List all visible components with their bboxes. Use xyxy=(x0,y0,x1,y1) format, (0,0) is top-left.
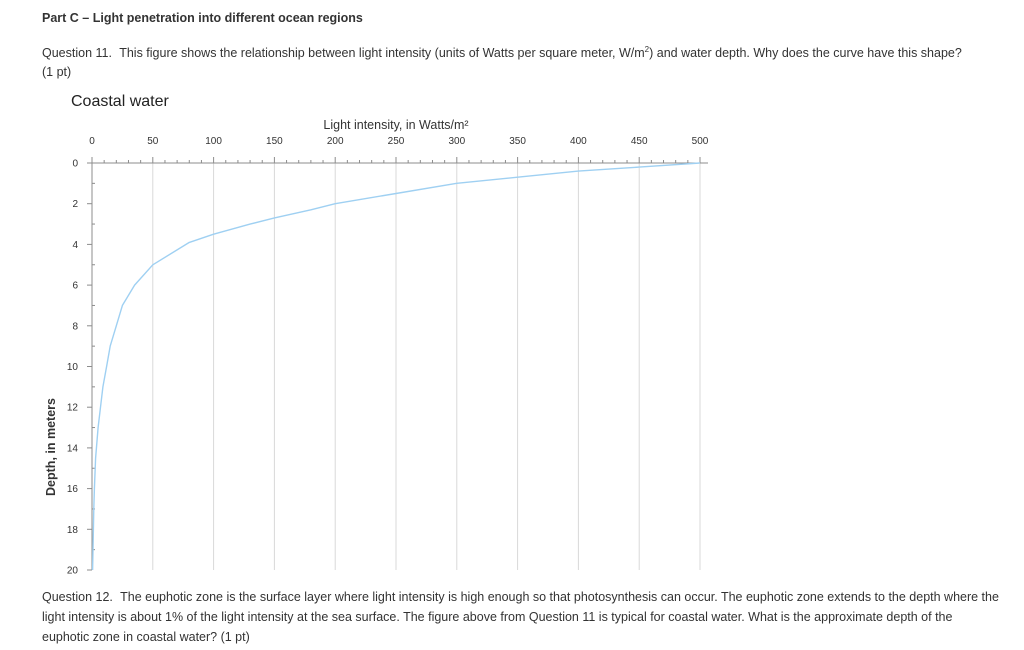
y-tick-label-4: 4 xyxy=(72,240,78,251)
y-tick-label-12: 12 xyxy=(67,403,79,414)
tick-label-layer: 0 50 100 150 200 250 300 350 400 450 500 0 2 4 6 8 10 12 1… xyxy=(67,136,709,577)
question-11: Question 11. This figure shows the relat… xyxy=(42,40,1012,82)
x-tick-label-250: 250 xyxy=(388,136,405,147)
x-tick-label-200: 200 xyxy=(327,136,344,147)
y-axis-title: Depth, in meters xyxy=(44,398,58,496)
y-tick-label-2: 2 xyxy=(72,199,78,210)
grid-layer xyxy=(152,163,701,570)
question-12: Question 12. The euphotic zone is the su… xyxy=(42,587,1002,647)
y-tick-label-8: 8 xyxy=(72,321,78,332)
x-tick-label-0: 0 xyxy=(89,136,95,147)
x-tick-label-450: 450 xyxy=(631,136,648,147)
x-tick-label-350: 350 xyxy=(509,136,526,147)
question-11-number: Question 11. xyxy=(42,46,112,61)
y-tick-label-14: 14 xyxy=(67,443,79,454)
y-tick-label-20: 20 xyxy=(67,566,79,577)
x-axis-title: Light intensity, in Watts/m² xyxy=(323,118,468,132)
y-tick-label-16: 16 xyxy=(67,484,79,495)
x-tick-label-150: 150 xyxy=(266,136,283,147)
y-tick-label-10: 10 xyxy=(67,362,79,373)
series-layer xyxy=(91,162,701,571)
question-12-number: Question 12. xyxy=(42,590,113,604)
y-tick-label-0: 0 xyxy=(72,159,78,170)
question-11-superscript: 2 xyxy=(644,45,650,54)
axis-layer xyxy=(87,157,708,571)
question-11-text-after: ) and water depth. Why does the curve ha… xyxy=(649,46,962,61)
light-depth-chart: Coastal water Light intensity, in Watts/… xyxy=(44,93,709,577)
question-12-text: The euphotic zone is the surface layer w… xyxy=(42,590,999,644)
x-tick-label-50: 50 xyxy=(147,136,159,147)
series-line-0 xyxy=(91,162,701,571)
x-tick-label-100: 100 xyxy=(205,136,222,147)
chart-title: Coastal water xyxy=(71,93,169,110)
y-tick-label-6: 6 xyxy=(72,281,78,292)
question-11-points: (1 pt) xyxy=(42,65,72,80)
question-11-text-before: This figure shows the relationship betwe… xyxy=(119,46,645,61)
y-tick-label-18: 18 xyxy=(67,525,79,536)
part-title: Part C – Light penetration into differen… xyxy=(42,11,363,25)
x-tick-label-500: 500 xyxy=(692,136,709,147)
x-tick-label-300: 300 xyxy=(448,136,465,147)
x-tick-label-400: 400 xyxy=(570,136,587,147)
